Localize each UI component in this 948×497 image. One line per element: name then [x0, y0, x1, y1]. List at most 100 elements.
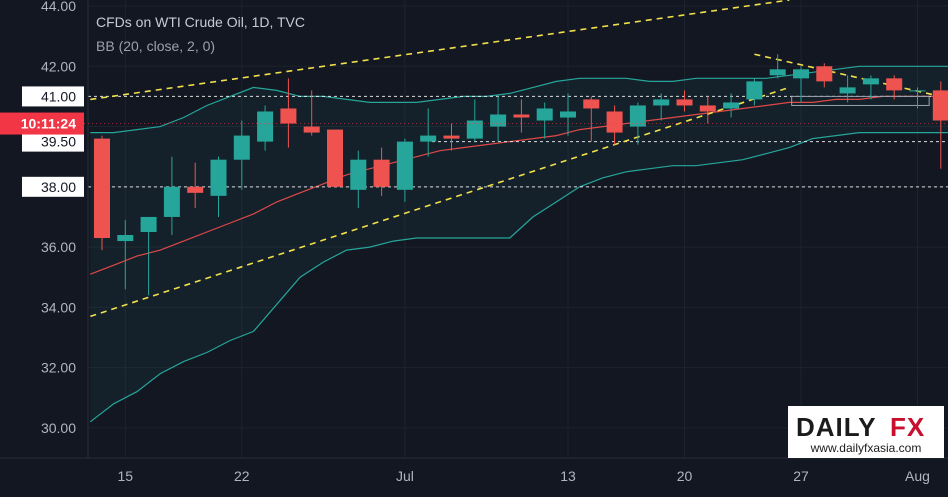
candle-body — [94, 138, 110, 239]
candle-body — [303, 126, 320, 133]
candle — [629, 102, 646, 145]
candle-body — [886, 78, 903, 91]
bollinger-lower-line — [89, 132, 948, 423]
candle-body — [932, 90, 948, 121]
time-tick-label: Aug — [905, 468, 930, 484]
candle — [443, 123, 460, 151]
time-tick-label: 13 — [560, 468, 576, 484]
bollinger-band-fill — [90, 66, 948, 422]
dailyfx-url: www.dailyfxasia.com — [810, 441, 922, 455]
dailyfx-logo-daily: DAILY — [796, 412, 877, 442]
candle — [466, 99, 483, 142]
candle-body — [723, 102, 740, 109]
candle-body — [163, 186, 180, 217]
candle-body — [909, 90, 926, 92]
level-label: 39.50 — [41, 134, 76, 150]
candle — [886, 75, 903, 100]
candle — [816, 63, 833, 88]
candle-body — [117, 235, 134, 242]
candle-body — [513, 114, 530, 118]
price-tick-label: 34.00 — [41, 299, 76, 315]
level-label: 38.00 — [41, 179, 76, 195]
candle — [303, 90, 320, 136]
candle-body — [769, 69, 786, 76]
candle — [117, 219, 134, 290]
price-tick-label: 32.00 — [41, 360, 76, 376]
candle — [676, 90, 693, 112]
dailyfx-logo-background — [788, 406, 944, 458]
candle-body — [816, 66, 833, 82]
candle-body — [187, 186, 204, 193]
candle-body — [793, 69, 809, 79]
candle — [280, 78, 297, 148]
trendline — [90, 0, 790, 101]
candle-body — [327, 129, 343, 187]
candle-body — [839, 87, 856, 94]
candle — [210, 156, 227, 217]
trendline — [90, 86, 790, 318]
bollinger-basis-line — [90, 95, 948, 275]
candle-body — [280, 108, 297, 124]
candle — [932, 81, 948, 169]
candle-body — [233, 135, 250, 160]
chart-title: CFDs on WTI Crude Oil, 1D, TVC — [96, 14, 306, 30]
candle — [396, 138, 413, 202]
time-tick-label: 20 — [677, 468, 693, 484]
candle — [560, 93, 576, 136]
candle — [909, 87, 926, 109]
candle — [746, 78, 763, 106]
price-tick-label: 30.00 — [41, 420, 76, 436]
candle — [233, 120, 250, 190]
candle-body — [210, 159, 227, 196]
time-axis-background — [0, 458, 948, 492]
candle — [163, 156, 180, 236]
time-tick-label: Jul — [396, 468, 414, 484]
candle — [327, 129, 343, 187]
candle — [769, 54, 786, 79]
indicator-label[interactable]: BB (20, close, 2, 0) — [96, 38, 216, 54]
candle-body — [862, 78, 879, 85]
price-tick-label: 42.00 — [41, 58, 76, 74]
candle-body — [140, 216, 157, 233]
trendline — [754, 53, 941, 98]
candle-body — [653, 99, 670, 106]
candle-body — [350, 159, 367, 190]
candle-body — [676, 99, 693, 106]
candle-body — [466, 120, 483, 139]
candle — [257, 105, 274, 151]
candle — [653, 93, 670, 121]
level-label-box — [22, 176, 84, 197]
dailyfx-logo-fx: FX — [890, 412, 925, 442]
candle — [536, 102, 553, 139]
range-box — [791, 95, 930, 106]
time-tick-label: 15 — [118, 468, 134, 484]
candle-body — [420, 135, 437, 142]
candle-body — [629, 105, 646, 127]
level-label-box — [22, 86, 84, 107]
candle — [583, 96, 600, 142]
candle — [420, 108, 437, 157]
price-tick-label: 36.00 — [41, 239, 76, 255]
candle-body — [560, 111, 576, 118]
candle — [94, 135, 110, 251]
candle — [350, 150, 367, 208]
current-time-label: 10:11:24 — [21, 116, 76, 132]
current-price-box — [0, 112, 84, 135]
level-label: 41.00 — [41, 88, 76, 104]
candle — [699, 96, 716, 124]
time-tick-label: 27 — [793, 468, 809, 484]
candle — [793, 66, 809, 103]
candle-body — [583, 99, 600, 109]
candle — [490, 96, 507, 142]
candle-body — [257, 111, 274, 142]
candle — [140, 216, 157, 296]
candle-body — [746, 81, 763, 100]
candle — [723, 93, 740, 118]
price-tick-label: 44.00 — [41, 0, 76, 14]
price-axis-background — [0, 0, 88, 492]
candle-body — [699, 105, 716, 112]
candle-body — [443, 135, 460, 139]
candle-body — [536, 108, 553, 121]
time-tick-label: 22 — [234, 468, 250, 484]
